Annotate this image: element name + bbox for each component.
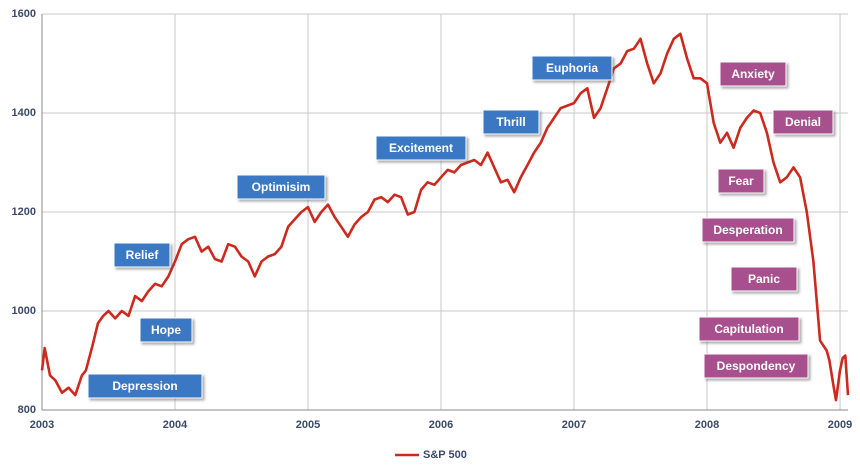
annotation-box — [87, 373, 203, 399]
annotation-box — [717, 168, 765, 194]
annotation: Hope — [139, 317, 193, 343]
x-tick-label: 2007 — [562, 419, 586, 431]
series-line — [40, 32, 850, 402]
annotation-box — [375, 135, 467, 161]
y-tick-label: 800 — [18, 404, 36, 416]
annotation-label: Fear — [728, 174, 754, 188]
legend-label: S&P 500 — [423, 449, 467, 461]
annotation-label: Capitulation — [714, 322, 783, 336]
annotation-box — [139, 317, 193, 343]
annotation-label: Depression — [112, 379, 177, 393]
y-tick-label: 1200 — [12, 206, 36, 218]
annotation-box — [730, 266, 798, 292]
annotation: Denial — [772, 109, 834, 135]
annotation-box — [236, 174, 326, 200]
annotation-box — [531, 55, 613, 81]
annotation-label: Hope — [151, 323, 181, 337]
x-tick-label: 2003 — [30, 419, 54, 431]
y-tick-label: 1600 — [12, 8, 36, 20]
annotation-box — [701, 217, 795, 243]
x-tick-label: 2005 — [296, 419, 320, 431]
annotation: Euphoria — [531, 55, 613, 81]
annotation-label: Euphoria — [546, 61, 598, 75]
annotation-label: Panic — [748, 272, 780, 286]
annotation-box — [772, 109, 834, 135]
y-tick-label: 1400 — [12, 107, 36, 119]
annotation: Excitement — [375, 135, 467, 161]
annotation: Relief — [113, 242, 171, 268]
annotation: Anxiety — [719, 61, 787, 87]
annotation-box — [698, 316, 800, 342]
annotation-box — [113, 242, 171, 268]
x-tick-label: 2008 — [695, 419, 719, 431]
annotation: Panic — [730, 266, 798, 292]
x-tick-label: 2004 — [163, 419, 188, 431]
annotation-box — [719, 61, 787, 87]
annotation: Capitulation — [698, 316, 800, 342]
annotation: Depression — [87, 373, 203, 399]
x-tick-label: 2006 — [429, 419, 453, 431]
annotation-box — [703, 353, 809, 379]
annotation-label: Thrill — [496, 115, 525, 129]
annotation-label: Excitement — [389, 141, 453, 155]
annotation-label: Anxiety — [731, 67, 775, 81]
annotation: Thrill — [482, 109, 540, 135]
annotation-label: Despondency — [717, 359, 796, 373]
annotation-box — [482, 109, 540, 135]
annotation-label: Desperation — [713, 223, 782, 237]
annotation: Desperation — [701, 217, 795, 243]
annotation-label: Relief — [126, 248, 160, 262]
annotation: Fear — [717, 168, 765, 194]
annotation: Despondency — [703, 353, 809, 379]
annotation-label: Denial — [785, 115, 821, 129]
annotation: Optimisim — [236, 174, 326, 200]
annotation-label: Optimisim — [252, 180, 311, 194]
y-tick-label: 1000 — [12, 305, 36, 317]
x-tick-label: 2009 — [828, 419, 852, 431]
